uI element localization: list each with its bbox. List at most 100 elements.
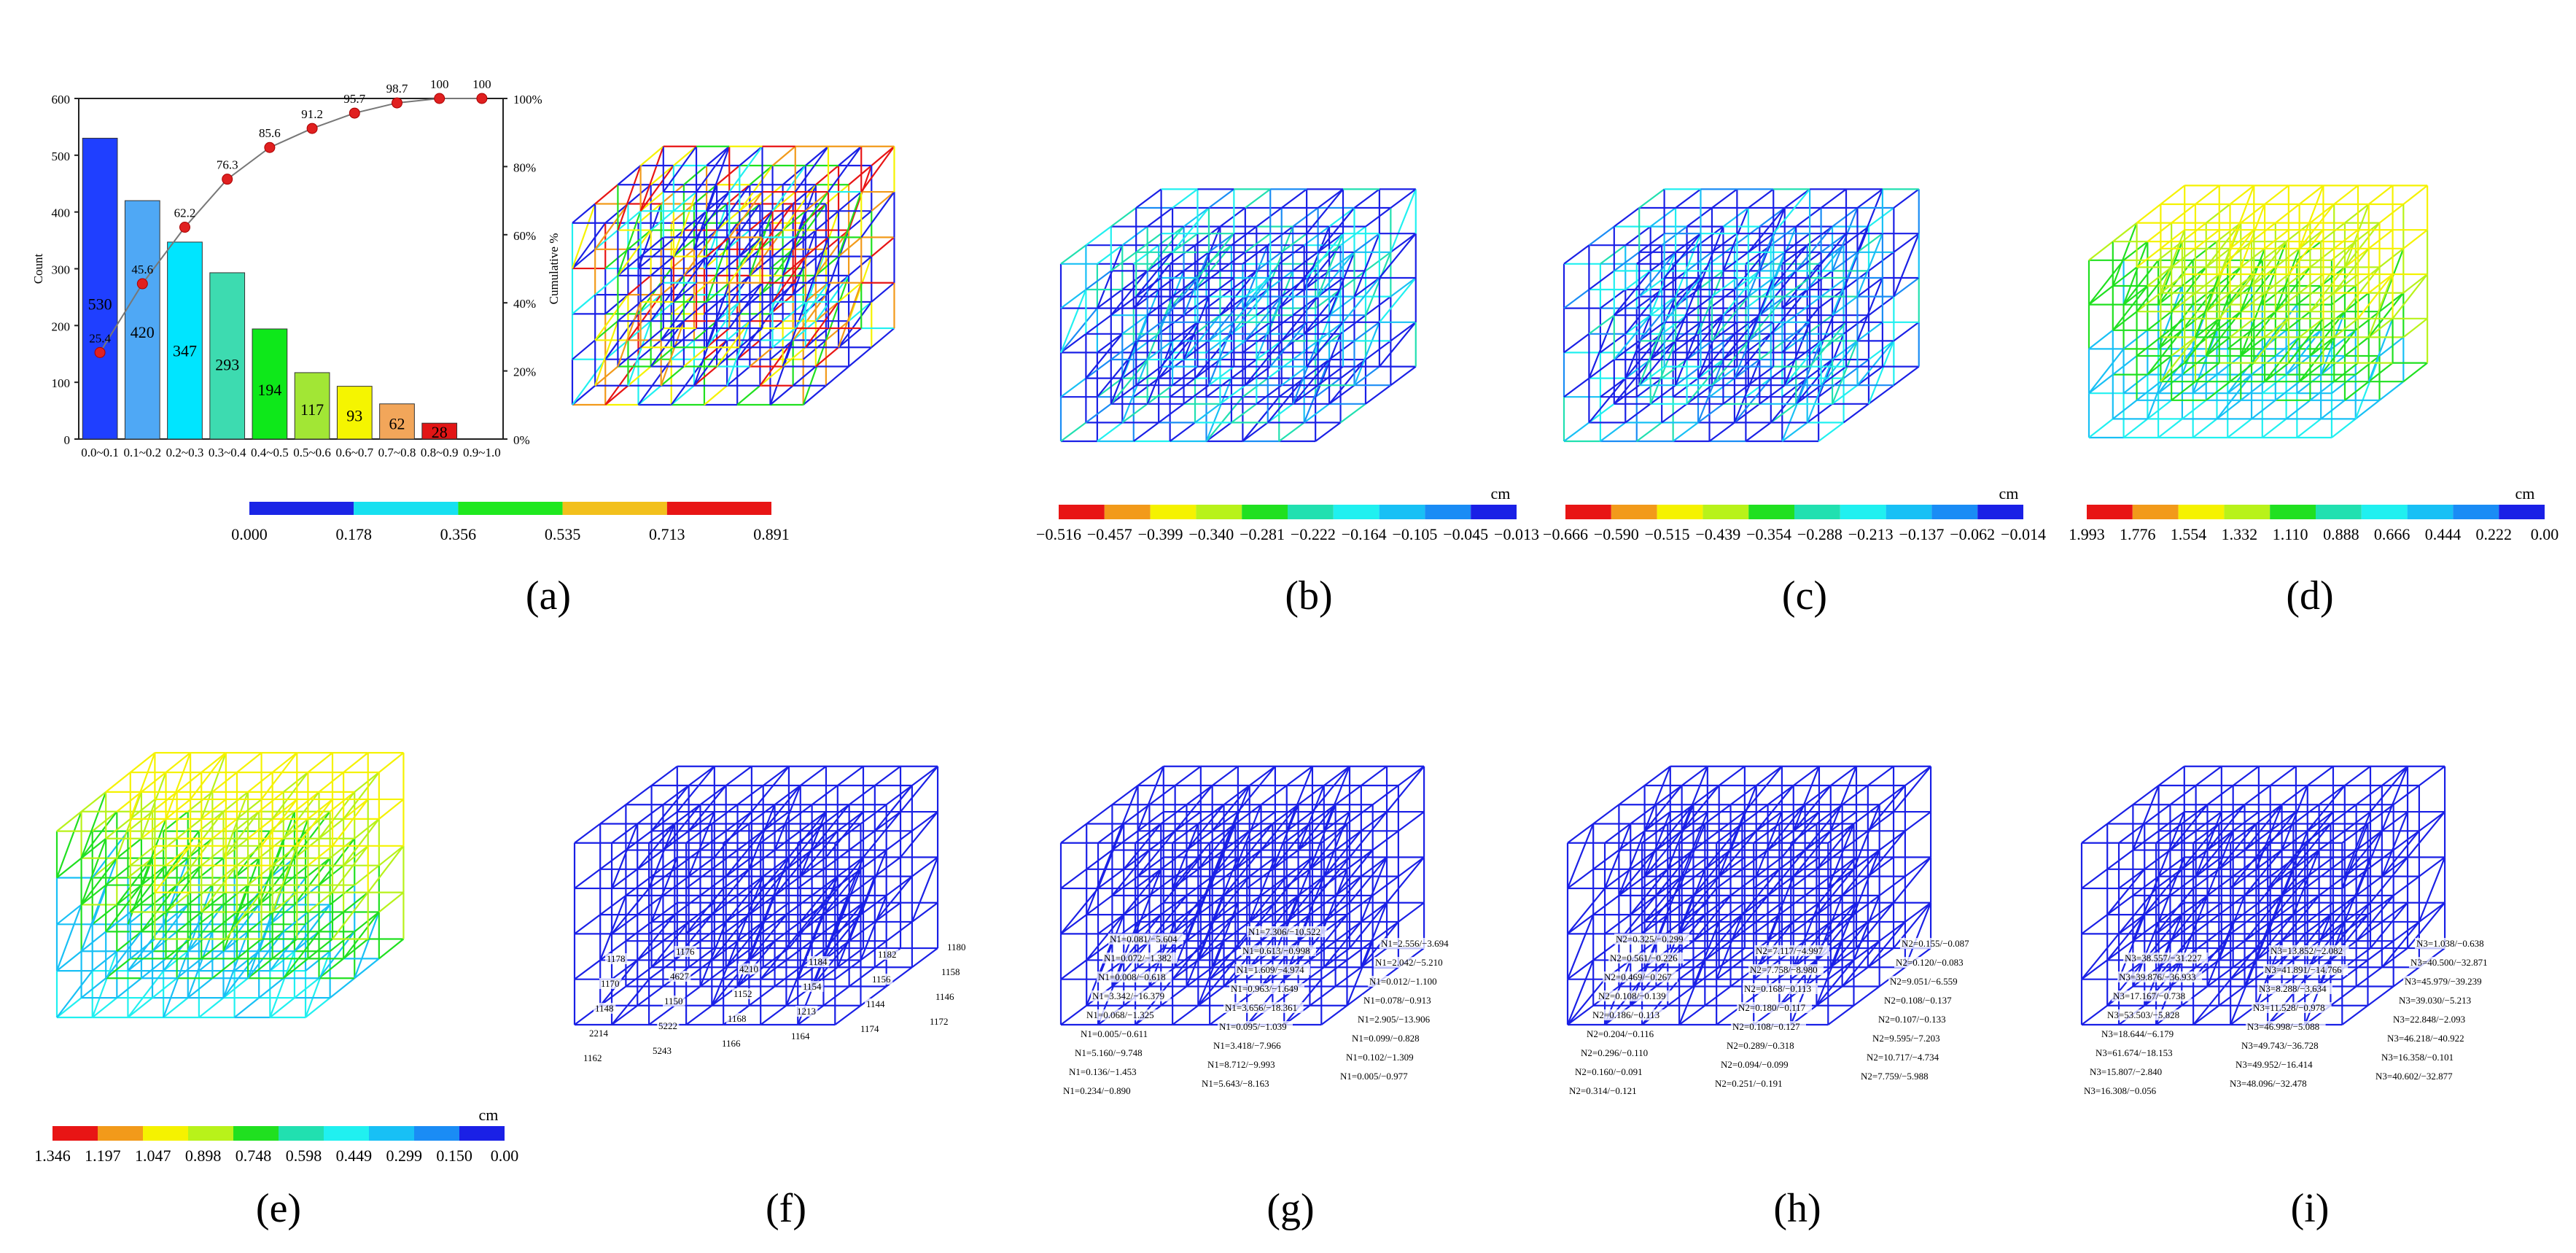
member — [760, 1004, 787, 1025]
member — [1613, 270, 1651, 316]
member — [1630, 804, 1657, 825]
member — [611, 823, 638, 844]
member — [749, 301, 774, 322]
member — [1663, 277, 1702, 323]
member — [805, 145, 829, 166]
member — [1661, 403, 1688, 424]
member — [639, 191, 664, 212]
cumulative-label: 85.6 — [259, 126, 281, 140]
member — [1212, 811, 1239, 832]
member — [723, 823, 750, 844]
member — [1123, 894, 1151, 916]
member — [2330, 804, 2357, 825]
member — [672, 210, 707, 257]
member — [797, 914, 825, 980]
member — [2218, 894, 2246, 916]
member — [1868, 384, 1895, 405]
member — [258, 791, 284, 812]
member — [1158, 270, 1185, 290]
member — [80, 791, 107, 858]
member — [105, 911, 131, 933]
member — [1588, 270, 1615, 290]
member — [1323, 766, 1351, 831]
member — [1733, 359, 1761, 423]
member — [802, 339, 827, 360]
member — [704, 384, 728, 406]
member — [318, 772, 344, 793]
y2-tick-label: 60% — [513, 229, 536, 243]
member — [1323, 856, 1350, 877]
cumulative-point — [94, 346, 106, 358]
member — [769, 203, 794, 224]
member — [1868, 207, 1895, 228]
member — [1636, 289, 1662, 309]
member — [56, 857, 82, 879]
member — [2298, 229, 2324, 249]
member — [165, 752, 191, 773]
member — [2378, 381, 2404, 401]
member — [848, 830, 876, 851]
member — [1638, 295, 1676, 342]
member — [1588, 377, 1627, 424]
member — [1893, 856, 1931, 904]
member — [1904, 811, 1931, 832]
member — [1147, 207, 1173, 228]
member — [2355, 399, 2381, 420]
member — [1390, 321, 1417, 342]
member — [759, 275, 784, 295]
bar — [252, 328, 288, 440]
member — [176, 911, 202, 933]
member — [1667, 985, 1694, 1006]
member — [1272, 804, 1299, 870]
member — [1172, 823, 1199, 889]
member — [1624, 403, 1651, 424]
member — [2320, 355, 2346, 376]
member — [1135, 869, 1162, 934]
member — [2296, 241, 2322, 261]
member — [1793, 901, 1820, 923]
member — [1219, 384, 1246, 405]
member — [1361, 856, 1388, 877]
member — [165, 799, 191, 820]
member — [2402, 185, 2428, 205]
member — [1328, 384, 1355, 405]
member — [1137, 766, 1164, 831]
member — [1781, 811, 1820, 858]
member — [2298, 336, 2335, 382]
member — [1361, 811, 1388, 832]
member — [201, 799, 227, 820]
member — [800, 856, 827, 877]
member — [1158, 403, 1185, 424]
member — [1661, 359, 1688, 379]
member — [2298, 185, 2324, 205]
member — [838, 282, 862, 303]
member — [1719, 811, 1746, 832]
member — [1711, 365, 1738, 387]
member — [2088, 241, 2114, 261]
member — [1618, 785, 1646, 806]
member — [1827, 823, 1855, 889]
member — [1278, 422, 1305, 442]
member — [1306, 233, 1344, 279]
member — [1208, 233, 1235, 253]
member — [736, 339, 761, 360]
member — [2330, 849, 2357, 870]
bar — [82, 137, 118, 440]
member — [2181, 985, 2209, 1006]
member — [1353, 277, 1380, 298]
member — [1816, 940, 1843, 1006]
member — [2367, 804, 2394, 825]
member — [1745, 377, 1772, 398]
member — [1323, 921, 1362, 968]
member — [792, 365, 817, 387]
member — [1729, 785, 1757, 850]
member — [1269, 322, 1307, 368]
member — [662, 830, 690, 851]
member — [2330, 894, 2357, 916]
member — [1283, 868, 1311, 889]
member — [1060, 377, 1087, 398]
member — [2192, 868, 2219, 889]
member — [2355, 266, 2381, 287]
member — [748, 940, 776, 961]
member — [354, 958, 380, 979]
